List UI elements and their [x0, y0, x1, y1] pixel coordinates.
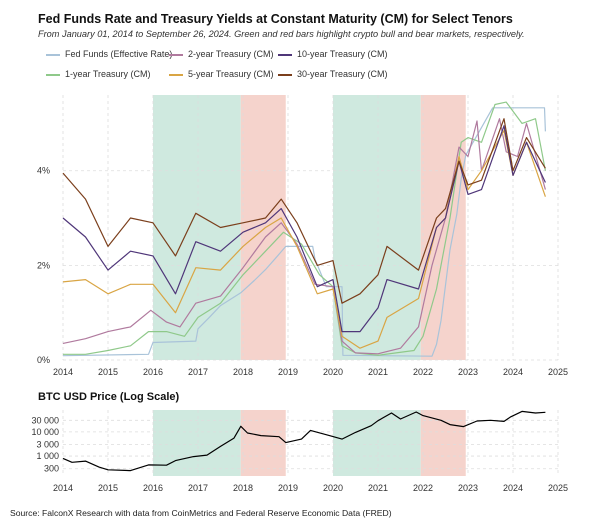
- y-tick-label: 2%: [37, 260, 50, 270]
- legend-label: 2-year Treasury (CM): [188, 49, 274, 59]
- y-tick-label: 0%: [37, 355, 50, 365]
- btc-y-tick-label: 30 000: [31, 415, 59, 425]
- legend-item-5-year: 5-year Treasury (CM): [169, 69, 274, 79]
- legend-item-fed-funds: Fed Funds (Effective Rate): [46, 49, 172, 59]
- x-tick-label: 2021: [368, 367, 388, 377]
- btc-x-tick-label: 2016: [143, 483, 163, 493]
- legend-swatch: [169, 73, 183, 76]
- btc-chart-title: BTC USD Price (Log Scale): [38, 391, 180, 403]
- btc-y-tick-label: 1 000: [36, 451, 59, 461]
- x-tick-label: 2019: [278, 367, 298, 377]
- btc-shaded-bear-region-1: [240, 410, 286, 476]
- legend-swatch: [278, 73, 292, 76]
- legend-label: 5-year Treasury (CM): [188, 69, 274, 79]
- shaded-bull-region-0: [153, 95, 241, 360]
- chart-title: Fed Funds Rate and Treasury Yields at Co…: [38, 12, 513, 26]
- x-tick-label: 2020: [323, 367, 343, 377]
- btc-shaded-bear-region-3: [420, 410, 466, 476]
- legend-swatch: [46, 73, 60, 76]
- legend-item-1-year: 1-year Treasury (CM): [46, 69, 151, 79]
- x-tick-label: 2014: [53, 367, 73, 377]
- legend-label: 10-year Treasury (CM): [297, 49, 388, 59]
- x-tick-label: 2024: [503, 367, 523, 377]
- shaded-bull-region-2: [333, 95, 421, 360]
- source-note: Source: FalconX Research with data from …: [10, 508, 392, 518]
- btc-x-tick-label: 2024: [503, 483, 523, 493]
- legend-label: Fed Funds (Effective Rate): [65, 49, 173, 59]
- btc-x-tick-label: 2023: [458, 483, 478, 493]
- btc-x-tick-label: 2015: [98, 483, 118, 493]
- x-tick-label: 2017: [188, 367, 208, 377]
- legend-item-2-year: 2-year Treasury (CM): [169, 49, 274, 59]
- btc-shaded-bull-region-2: [333, 410, 421, 476]
- legend-label: 1-year Treasury (CM): [65, 69, 151, 79]
- series-line-2: [62, 118, 546, 355]
- btc-x-tick-label: 2022: [413, 483, 433, 493]
- btc-x-tick-label: 2018: [233, 483, 253, 493]
- btc-x-tick-label: 2019: [278, 483, 298, 493]
- btc-price-line: [62, 410, 546, 472]
- x-tick-label: 2023: [458, 367, 478, 377]
- series-line-5: [62, 118, 546, 304]
- btc-x-tick-label: 2020: [323, 483, 343, 493]
- series-line-4: [62, 125, 546, 333]
- series-line-1: [63, 101, 546, 356]
- x-tick-label: 2022: [413, 367, 433, 377]
- btc-x-tick-label: 2017: [188, 483, 208, 493]
- x-tick-label: 2015: [98, 367, 118, 377]
- legend-swatch: [169, 53, 183, 56]
- x-tick-label: 2018: [233, 367, 253, 377]
- legend-swatch: [46, 53, 60, 56]
- y-tick-label: 4%: [37, 166, 50, 176]
- chart-subtitle: From January 01, 2014 to September 26, 2…: [38, 29, 525, 39]
- btc-x-tick-label: 2025: [548, 483, 568, 493]
- legend-item-30-year: 30-year Treasury (CM): [278, 69, 388, 79]
- legend-swatch: [278, 53, 292, 56]
- legend-item-10-year: 10-year Treasury (CM): [278, 49, 388, 59]
- series-line-0: [62, 107, 546, 357]
- btc-y-tick-label: 300: [44, 464, 59, 474]
- btc-shaded-bull-region-0: [153, 410, 241, 476]
- btc-y-tick-label: 3 000: [36, 440, 59, 450]
- x-tick-label: 2025: [548, 367, 568, 377]
- btc-x-tick-label: 2014: [53, 483, 73, 493]
- legend: Fed Funds (Effective Rate) 2-year Treasu…: [46, 45, 446, 87]
- shaded-bear-region-1: [240, 95, 286, 360]
- series-line-3: [62, 129, 546, 349]
- btc-x-tick-label: 2021: [368, 483, 388, 493]
- btc-y-tick-label: 10 000: [31, 427, 59, 437]
- x-tick-label: 2016: [143, 367, 163, 377]
- legend-label: 30-year Treasury (CM): [297, 69, 388, 79]
